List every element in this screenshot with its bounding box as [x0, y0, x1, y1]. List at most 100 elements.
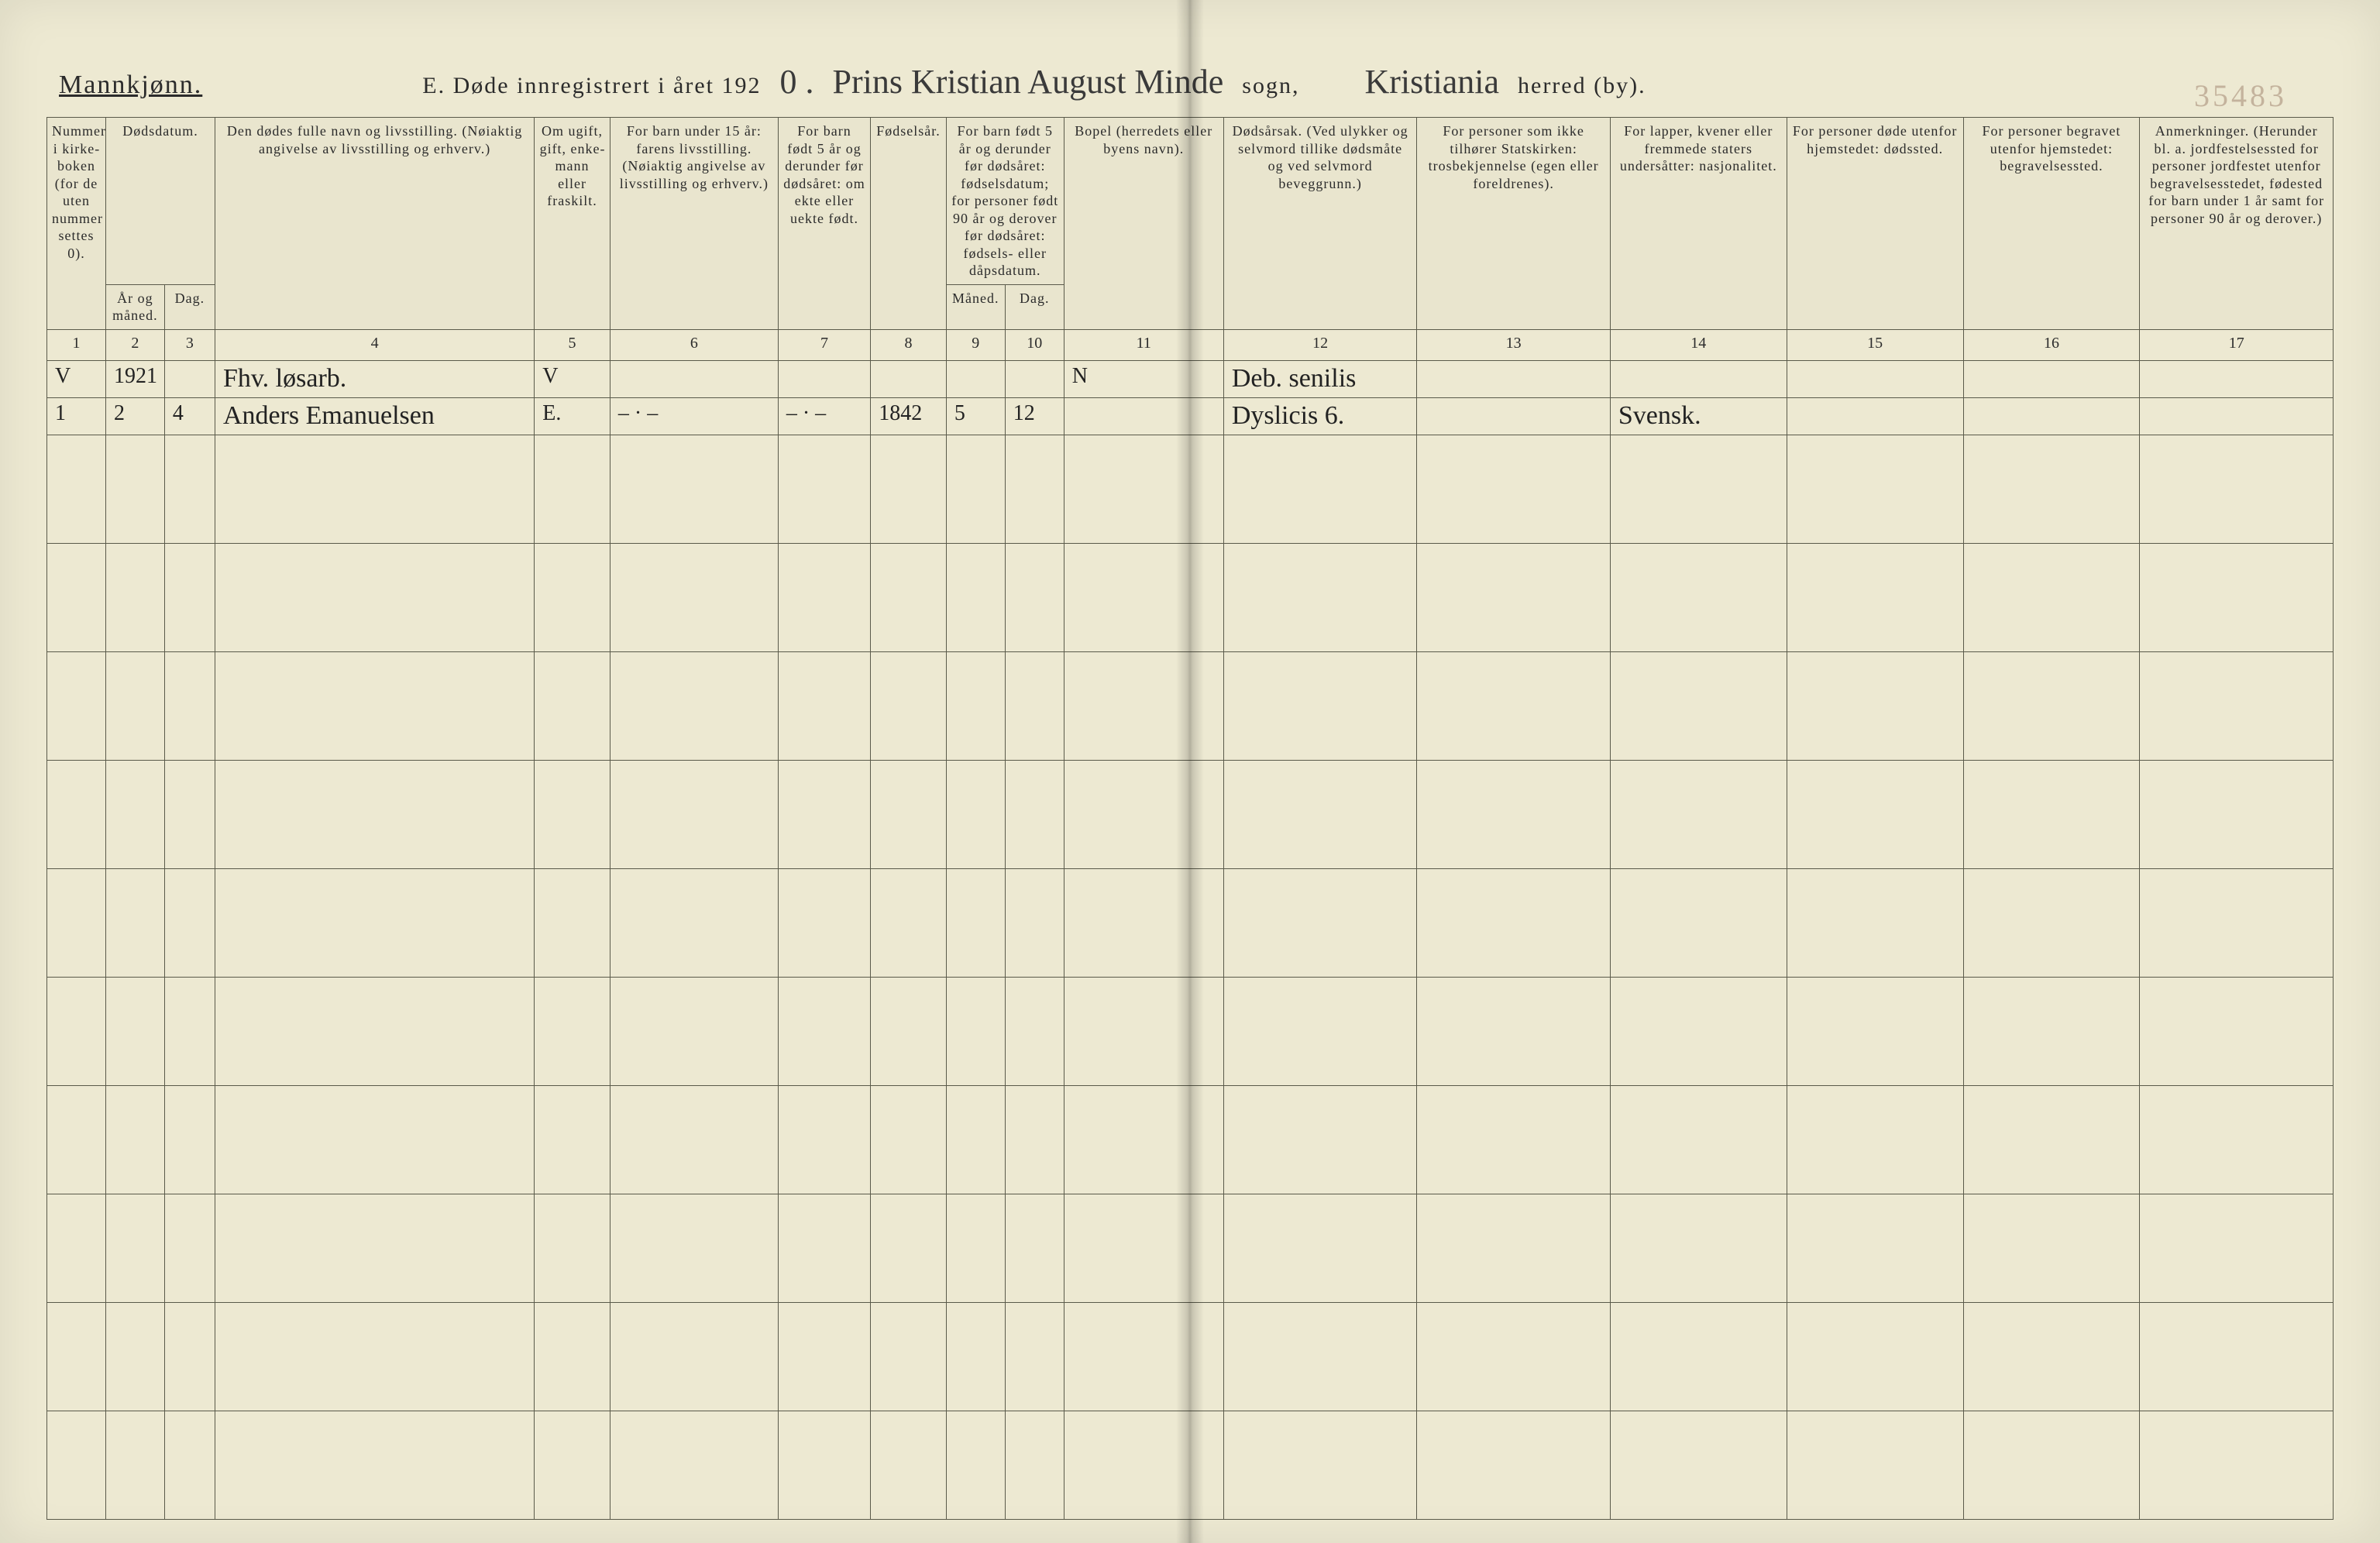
empty-cell — [1005, 1194, 1064, 1302]
empty-cell — [1417, 1194, 1611, 1302]
empty-cell — [610, 651, 778, 760]
empty-cell — [105, 651, 164, 760]
empty-cell — [610, 1194, 778, 1302]
empty-cell — [946, 435, 1005, 543]
colnum: 5 — [535, 329, 610, 360]
empty-cell — [946, 1194, 1005, 1302]
empty-cell — [1963, 1085, 2140, 1194]
colnum: 12 — [1223, 329, 1417, 360]
empty-cell — [1787, 543, 1963, 651]
empty-cell — [105, 977, 164, 1085]
empty-cell — [1005, 543, 1064, 651]
colnum: 13 — [1417, 329, 1611, 360]
col-header-4: Den dødes fulle navn og livsstilling. (N… — [215, 118, 534, 330]
empty-cell — [1005, 868, 1064, 977]
empty-cell — [105, 1302, 164, 1411]
colnum: 9 — [946, 329, 1005, 360]
column-number-row: 1 2 3 4 5 6 7 8 9 10 11 12 13 14 15 16 1… — [47, 329, 2334, 360]
empty-cell — [47, 1302, 106, 1411]
empty-cell — [1417, 1302, 1611, 1411]
empty-cell — [946, 1302, 1005, 1411]
empty-cell — [946, 1411, 1005, 1519]
empty-cell — [1610, 1302, 1787, 1411]
empty-cell — [1223, 543, 1417, 651]
colnum: 14 — [1610, 329, 1787, 360]
cell: Deb. senilis — [1232, 364, 1357, 393]
empty-cell — [47, 1411, 106, 1519]
empty-cell — [1064, 435, 1223, 543]
empty-cell — [610, 543, 778, 651]
empty-cell — [215, 1194, 534, 1302]
empty-cell — [871, 543, 947, 651]
table-row: V 1921 Fhv. løsarb. V N Deb. senilis — [47, 360, 2334, 397]
colnum: 17 — [2140, 329, 2334, 360]
empty-cell — [47, 1194, 106, 1302]
empty-cell — [2140, 1411, 2334, 1519]
col-header-1: Nummer i kirke­boken (for de uten nummer… — [47, 118, 106, 330]
empty-cell — [1610, 760, 1787, 868]
colnum: 2 — [105, 329, 164, 360]
empty-cell — [1417, 760, 1611, 868]
empty-cell — [2140, 868, 2334, 977]
empty-cell — [1064, 1302, 1223, 1411]
gender-heading: Mannkjønn. — [59, 70, 202, 100]
empty-cell — [1223, 1411, 1417, 1519]
col-header-7: For barn født 5 år og derunder før døds­… — [778, 118, 870, 330]
empty-cell — [1005, 760, 1064, 868]
empty-cell — [778, 977, 870, 1085]
col-header-12: Dødsårsak. (Ved ulykker og selv­mord til… — [1223, 118, 1417, 330]
col-header-11: Bopel (herredets eller byens navn). — [1064, 118, 1223, 330]
empty-cell — [1417, 543, 1611, 651]
col-header-8: Fødsels­år. — [871, 118, 947, 330]
empty-cell — [1963, 1411, 2140, 1519]
col-header-6: For barn under 15 år: farens livsstillin… — [610, 118, 778, 330]
empty-cell — [1787, 435, 1963, 543]
empty-cell — [1064, 1194, 1223, 1302]
empty-cell — [1787, 1194, 1963, 1302]
empty-cell — [535, 760, 610, 868]
empty-cell — [1610, 1411, 1787, 1519]
empty-cell — [1064, 651, 1223, 760]
cell: E. — [542, 401, 561, 425]
empty-cell — [215, 435, 534, 543]
empty-cell — [47, 543, 106, 651]
empty-cell — [105, 760, 164, 868]
empty-cell — [610, 868, 778, 977]
empty-cell — [1963, 760, 2140, 868]
empty-cell — [1005, 1302, 1064, 1411]
empty-cell — [1005, 1085, 1064, 1194]
empty-cell — [105, 435, 164, 543]
empty-cell — [1064, 868, 1223, 977]
table-body: 1 2 3 4 5 6 7 8 9 10 11 12 13 14 15 16 1… — [47, 329, 2334, 1519]
empty-cell — [164, 435, 215, 543]
herred-script: Kristiania — [1364, 62, 1499, 101]
empty-cell — [610, 1411, 778, 1519]
empty-cell — [1787, 977, 1963, 1085]
cell: 12 — [1013, 401, 1035, 425]
empty-cell — [2140, 760, 2334, 868]
empty-cell — [164, 977, 215, 1085]
empty-cell — [47, 651, 106, 760]
empty-cell — [2140, 977, 2334, 1085]
empty-cell — [2140, 1085, 2334, 1194]
empty-cell — [610, 435, 778, 543]
empty-cell — [1223, 1302, 1417, 1411]
empty-cell — [871, 1302, 947, 1411]
table-row-empty — [47, 1085, 2334, 1194]
sogn-label: sogn, — [1242, 73, 1299, 99]
empty-cell — [164, 1194, 215, 1302]
empty-cell — [164, 1302, 215, 1411]
empty-cell — [215, 977, 534, 1085]
col-header-5: Om ugift, gift, enke­mann eller fraskilt… — [535, 118, 610, 330]
empty-cell — [778, 1085, 870, 1194]
empty-cell — [2140, 435, 2334, 543]
table-row-empty — [47, 868, 2334, 977]
empty-cell — [610, 977, 778, 1085]
empty-cell — [1787, 1085, 1963, 1194]
empty-cell — [1610, 651, 1787, 760]
empty-cell — [871, 435, 947, 543]
cell: N — [1072, 364, 1088, 388]
col-header-dodsdatum: Dødsdatum. — [105, 118, 215, 285]
empty-cell — [215, 1411, 534, 1519]
empty-cell — [610, 1302, 778, 1411]
